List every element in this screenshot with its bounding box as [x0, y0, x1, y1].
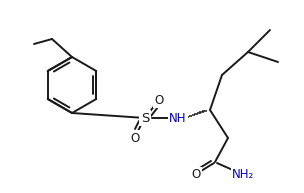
Text: O: O [130, 131, 140, 145]
Text: NH₂: NH₂ [232, 168, 254, 181]
Text: O: O [192, 168, 201, 181]
Text: S: S [141, 112, 149, 124]
Text: NH: NH [169, 112, 187, 124]
Text: O: O [154, 93, 164, 107]
